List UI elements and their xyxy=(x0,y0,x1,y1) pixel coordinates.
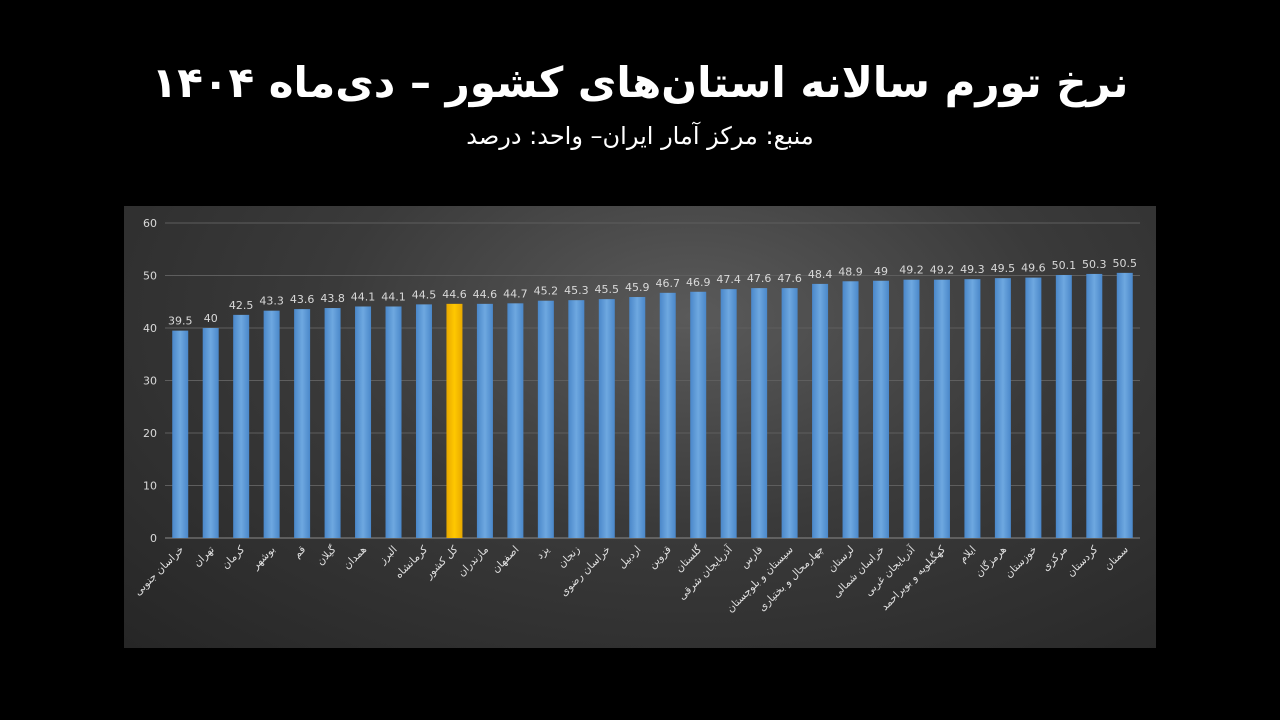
bar xyxy=(172,330,189,538)
y-tick-label: 20 xyxy=(143,427,157,440)
y-tick-label: 0 xyxy=(150,532,157,545)
data-label: 39.5 xyxy=(168,315,193,328)
data-label: 48.9 xyxy=(838,265,863,278)
data-label: 49.2 xyxy=(899,264,924,277)
bar xyxy=(233,314,250,538)
bar xyxy=(324,308,341,538)
data-label: 49.3 xyxy=(960,263,985,276)
data-label: 40 xyxy=(204,312,218,325)
x-tick-label: زنجان xyxy=(556,544,583,571)
x-tick-label: قزوین xyxy=(646,544,673,571)
data-label: 48.4 xyxy=(808,268,833,281)
y-tick-label: 40 xyxy=(143,322,157,335)
x-tick-label: خوزستان xyxy=(1003,544,1040,581)
data-label: 43.8 xyxy=(320,292,345,305)
bar xyxy=(1086,273,1103,538)
data-label: 44.7 xyxy=(503,287,528,300)
x-tick-label: هرمزگان xyxy=(972,543,1009,580)
bar xyxy=(842,281,859,538)
data-label: 43.6 xyxy=(290,293,315,306)
y-tick-label: 50 xyxy=(143,270,157,283)
data-label: 50.5 xyxy=(1113,257,1138,270)
x-tick-label: آذربایجان شرقی xyxy=(675,542,735,602)
bar xyxy=(903,279,920,538)
bar xyxy=(994,278,1011,538)
data-label: 49.6 xyxy=(1021,262,1046,275)
x-tick-label: همدان xyxy=(341,544,369,572)
bar xyxy=(873,280,890,538)
data-label: 47.4 xyxy=(716,273,741,286)
data-label: 44.1 xyxy=(381,290,406,303)
bar xyxy=(568,300,585,538)
bar xyxy=(1116,272,1133,538)
data-label: 43.3 xyxy=(259,295,284,308)
y-tick-label: 60 xyxy=(143,217,157,230)
data-label: 46.9 xyxy=(686,276,711,289)
x-tick-label: مازندران xyxy=(456,544,491,579)
bar xyxy=(537,300,554,538)
bar xyxy=(781,288,798,538)
bar xyxy=(507,303,524,538)
bar xyxy=(720,289,737,538)
y-tick-label: 10 xyxy=(143,480,157,493)
x-tick-label: یزد xyxy=(534,544,552,562)
y-tick-label: 30 xyxy=(143,375,157,388)
bar xyxy=(964,279,981,538)
bar xyxy=(933,279,950,538)
bar xyxy=(476,303,493,538)
data-label: 45.2 xyxy=(534,285,559,298)
data-label: 47.6 xyxy=(777,272,802,285)
data-label: 44.1 xyxy=(351,290,376,303)
bar xyxy=(202,328,219,538)
bar xyxy=(690,291,707,538)
bar xyxy=(385,306,402,538)
bar xyxy=(598,299,615,538)
data-label: 42.5 xyxy=(229,299,254,312)
data-label: 45.5 xyxy=(595,283,620,296)
page-title: نرخ تورم سالانه استان‌های کشور – دی‌ماه … xyxy=(151,58,1129,107)
x-tick-label: سمنان xyxy=(1102,544,1131,573)
x-tick-label: اصفهان xyxy=(490,544,522,576)
x-tick-label: کرمان xyxy=(219,544,247,572)
data-label: 50.3 xyxy=(1082,258,1107,271)
page-subtitle: منبع: مرکز آمار ایران– واحد: درصد xyxy=(466,122,814,150)
x-tick-label: قم xyxy=(291,544,308,561)
x-tick-label: البرز xyxy=(376,544,399,567)
x-tick-label: تهران xyxy=(191,544,217,570)
bar xyxy=(294,309,311,538)
x-tick-label: اردبیل xyxy=(616,544,643,571)
data-label: 45.3 xyxy=(564,284,589,297)
bar xyxy=(1025,277,1042,538)
data-label: 44.6 xyxy=(473,288,498,301)
bar xyxy=(1055,274,1072,538)
bar xyxy=(812,283,829,538)
data-label: 49.2 xyxy=(930,264,955,277)
bar xyxy=(355,306,372,538)
data-label: 46.7 xyxy=(655,277,680,290)
x-tick-label: گیلان xyxy=(314,543,339,568)
data-label: 49 xyxy=(874,265,888,278)
x-tick-label: خراسان جنوبی xyxy=(132,544,186,598)
bar xyxy=(415,304,432,538)
data-label: 50.1 xyxy=(1052,259,1077,272)
x-tick-label: کل کشور xyxy=(422,544,460,582)
x-tick-label: فارس xyxy=(738,544,765,571)
x-tick-label: کردستان xyxy=(1065,544,1101,580)
x-tick-label: بوشهر xyxy=(249,544,278,573)
data-label: 49.5 xyxy=(991,262,1016,275)
data-label: 45.9 xyxy=(625,281,650,294)
data-label: 44.5 xyxy=(412,288,437,301)
data-label: 44.6 xyxy=(442,288,467,301)
bar-highlight xyxy=(446,303,463,538)
data-label: 47.6 xyxy=(747,272,772,285)
bar xyxy=(629,297,646,538)
bar xyxy=(751,288,768,538)
bar xyxy=(263,310,280,538)
x-tick-label: ایلام xyxy=(957,544,979,566)
bar xyxy=(659,292,676,538)
